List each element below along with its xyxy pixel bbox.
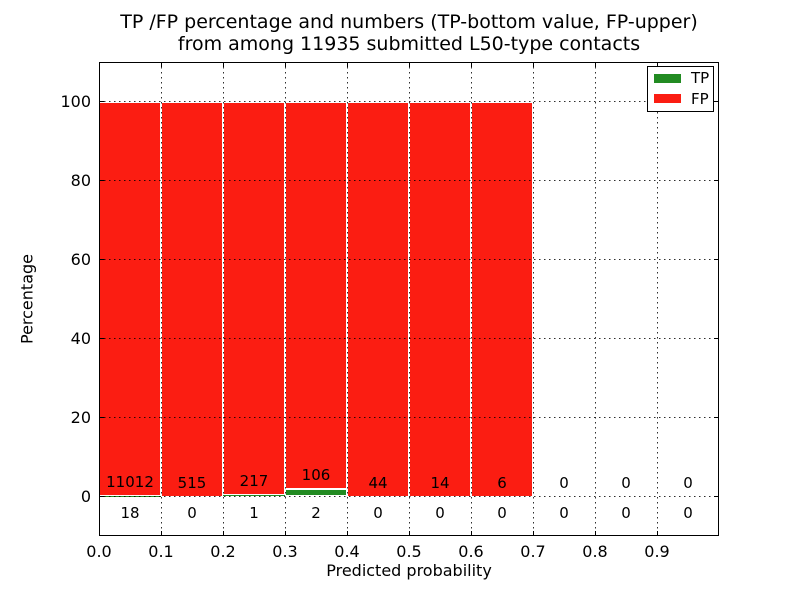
x-tick-top: [532, 62, 534, 67]
y-tick-right: [714, 496, 719, 497]
fp-bar: [471, 101, 533, 497]
fp-count-label: 0: [559, 473, 569, 492]
x-tick-bottom: [594, 531, 596, 536]
x-tick-bottom: [98, 531, 100, 536]
fp-count-label: 14: [430, 473, 450, 492]
x-tick-bottom: [408, 531, 410, 536]
fp-count-label: 0: [683, 473, 693, 492]
chart-title: TP /FP percentage and numbers (TP-bottom…: [0, 11, 800, 55]
y-tick-right: [714, 180, 719, 181]
fp-count-label: 515: [177, 473, 207, 492]
y-tick-right: [714, 101, 719, 102]
y-tick-left: [99, 496, 104, 497]
x-tick-bottom: [284, 531, 286, 536]
fp-bar: [347, 101, 409, 497]
y-tick-left: [99, 259, 104, 260]
x-tick-label: 0.3: [272, 542, 298, 561]
legend-entry-fp: FP: [648, 89, 713, 108]
y-tick-left: [99, 338, 104, 339]
tp-count-label: 0: [187, 503, 197, 522]
fp-count-label: 11012: [106, 472, 154, 491]
x-tick-bottom: [532, 531, 534, 536]
tp-count-label: 0: [621, 503, 631, 522]
fp-bar: [99, 101, 161, 496]
y-tick-left: [99, 180, 104, 181]
fp-count-label: 106: [301, 466, 331, 485]
x-tick-bottom: [470, 531, 472, 536]
y-tick-label: 20: [70, 407, 91, 427]
x-tick-top: [594, 62, 596, 67]
tp-count-label: 0: [435, 503, 445, 522]
chart-title-line1: TP /FP percentage and numbers (TP-bottom…: [120, 11, 698, 33]
y-tick-label: 40: [70, 328, 91, 348]
chart-title-line2: from among 11935 submitted L50-type cont…: [177, 33, 641, 55]
tp-count-label: 0: [497, 503, 507, 522]
x-tick-bottom: [222, 531, 224, 536]
x-tick-top: [408, 62, 410, 67]
x-tick-bottom: [346, 531, 348, 536]
plot-area: 11012 18 515 0 217 1 106 2 44 0 14 0 6 0 0 0 0 0 0 0: [98, 62, 719, 536]
tp-legend-swatch-icon: [654, 73, 681, 83]
legend-entry-tp: TP: [648, 69, 713, 88]
x-tick-label: 0.9: [644, 542, 670, 561]
y-tick-right: [714, 259, 719, 260]
x-tick-top: [346, 62, 348, 67]
x-tick-top: [160, 62, 162, 67]
fp-legend-label: FP: [691, 89, 709, 108]
x-tick-label: 0.4: [334, 542, 360, 561]
fp-count-label: 0: [621, 473, 631, 492]
x-tick-label: 0.7: [520, 542, 546, 561]
v-gridline: [594, 62, 596, 536]
fp-bar: [223, 101, 285, 495]
tp-count-label: 1: [249, 503, 259, 522]
x-tick-top: [470, 62, 472, 67]
x-tick-label: 0.2: [210, 542, 236, 561]
y-tick-right: [714, 338, 719, 339]
fp-bar: [161, 101, 223, 497]
legend: TP FP: [647, 66, 714, 112]
tp-count-label: 2: [311, 503, 321, 522]
fp-count-label: 6: [497, 473, 507, 492]
tp-bar: [223, 494, 285, 497]
fp-bar: [409, 101, 471, 497]
x-tick-top: [98, 62, 100, 67]
fp-bar: [285, 101, 347, 490]
x-tick-label: 0.1: [148, 542, 174, 561]
tp-count-label: 0: [683, 503, 693, 522]
tp-count-label: 0: [559, 503, 569, 522]
fp-count-label: 44: [368, 473, 388, 492]
x-tick-label: 0.8: [582, 542, 608, 561]
y-tick-label: 100: [60, 91, 91, 111]
tp-count-label: 0: [373, 503, 383, 522]
x-axis-label: Predicted probability: [326, 561, 492, 580]
x-tick-label: 0.0: [86, 542, 112, 561]
x-tick-top: [284, 62, 286, 67]
x-tick-bottom: [656, 531, 658, 536]
y-tick-label: 80: [70, 170, 91, 190]
y-tick-right: [714, 417, 719, 418]
fp-legend-swatch-icon: [654, 94, 681, 103]
tp-count-label: 18: [120, 503, 140, 522]
y-tick-left: [99, 101, 104, 102]
tp-legend-label: TP: [691, 69, 710, 87]
tp-bar: [99, 495, 161, 497]
x-tick-label: 0.5: [396, 542, 422, 561]
x-tick-label: 0.6: [458, 542, 484, 561]
fp-count-label: 217: [239, 471, 269, 490]
y-tick-label: 60: [70, 249, 91, 269]
v-gridline: [656, 62, 658, 536]
y-tick-left: [99, 417, 104, 418]
x-tick-bottom: [160, 531, 162, 536]
y-tick-label: 0: [80, 486, 91, 506]
x-tick-top: [222, 62, 224, 67]
